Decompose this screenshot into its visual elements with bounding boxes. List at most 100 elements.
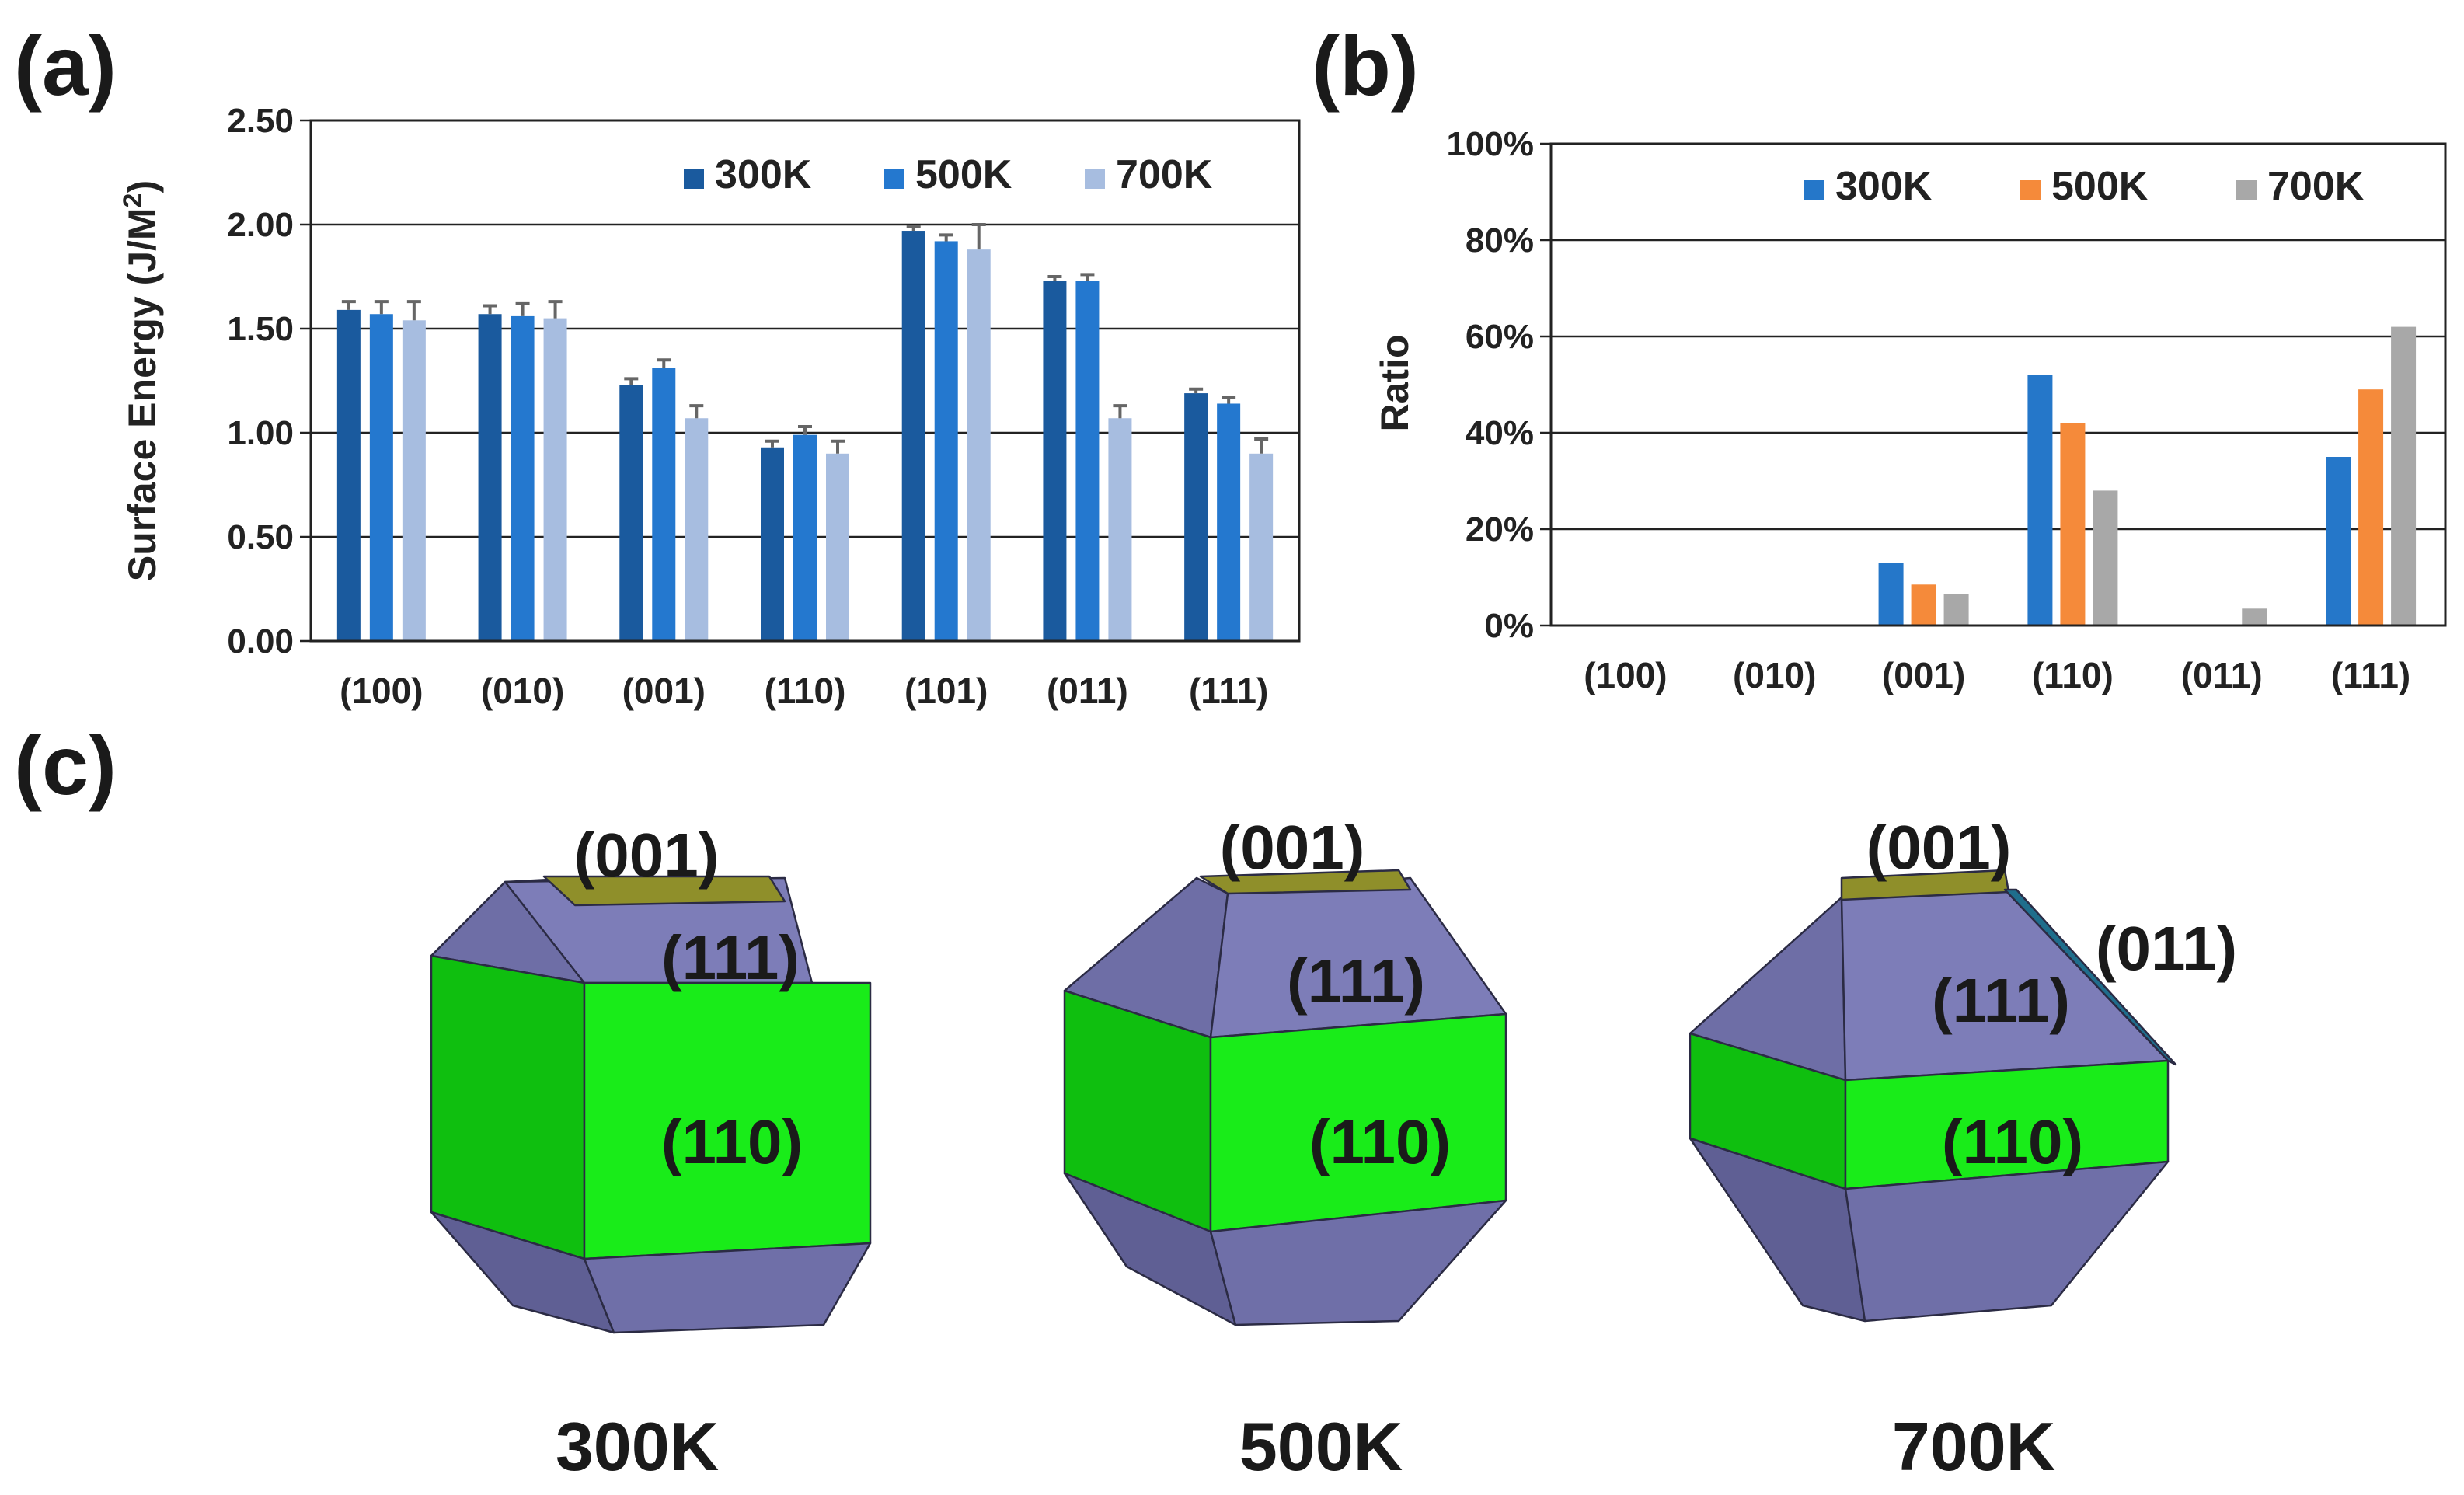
x-category-label: (111) xyxy=(1189,671,1268,711)
x-category-label: (101) xyxy=(904,671,988,711)
legend-swatch-700k xyxy=(2236,180,2257,200)
error-bar xyxy=(1113,404,1127,419)
error-bar xyxy=(374,300,389,315)
x-category-label: (010) xyxy=(481,671,564,711)
facet-label-001: (001) xyxy=(1220,813,1365,882)
x-category-label: (011) xyxy=(1047,671,1128,711)
y-tick-label: 100% xyxy=(1446,125,1534,163)
error-bar xyxy=(406,300,421,321)
error-bar xyxy=(341,300,356,310)
facet-111-front-bottom xyxy=(583,1242,872,1334)
x-axis-categories: (100) (010) (001) (110) (011) (111) xyxy=(1584,655,2410,695)
bar-series xyxy=(336,231,1274,641)
y-axis-gridlines xyxy=(1551,142,2445,627)
bar-300k-001 xyxy=(1878,563,1904,626)
bar-500k-110 xyxy=(793,434,817,641)
error-bar xyxy=(906,225,921,232)
bar-500k-111 xyxy=(1217,403,1241,641)
y-tick-label: 0% xyxy=(1484,607,1534,645)
temperature-label-300k: 300K xyxy=(556,1408,719,1485)
legend-swatch-500k xyxy=(2020,180,2041,200)
bar-300k-010 xyxy=(478,314,502,641)
x-category-label: (011) xyxy=(2181,655,2263,695)
bar-300k-100 xyxy=(336,309,361,641)
panel-label-a: (a) xyxy=(14,19,117,113)
error-bar xyxy=(939,233,953,242)
y-tick-label: 1.50 xyxy=(227,310,294,348)
error-bar xyxy=(657,358,671,368)
bar-500k-110 xyxy=(2060,423,2086,626)
y-axis-title: Surface Energy (J/M2) xyxy=(118,180,164,581)
facet-111-front-bottom xyxy=(1209,1199,1507,1326)
legend: 300K 500K 700K xyxy=(684,152,1213,197)
crystal-shape-300k: (001) (111) (110) 300K xyxy=(430,821,872,1485)
y-tick-label: 60% xyxy=(1466,318,1534,356)
error-bar xyxy=(483,304,497,315)
error-bar xyxy=(1189,387,1204,394)
bar-700k-111 xyxy=(2391,326,2417,626)
bar-700k-110 xyxy=(2093,490,2118,626)
panel-label-b: (b) xyxy=(1312,19,1419,113)
bar-700k-111 xyxy=(1249,453,1274,641)
surface-energy-chart: 0.00 0.50 1.00 1.50 2.00 2.50 (100) (010) (001)… xyxy=(118,102,1301,711)
bar-700k-101 xyxy=(967,249,991,641)
facet-110-left xyxy=(430,954,586,1260)
temperature-label-700k: 700K xyxy=(1892,1408,2055,1485)
error-bar xyxy=(1080,273,1095,281)
y-tick-label: 20% xyxy=(1466,511,1534,549)
bar-300k-101 xyxy=(901,231,925,641)
bar-300k-110 xyxy=(2027,375,2053,626)
x-category-label: (001) xyxy=(622,671,706,711)
error-bar xyxy=(689,404,704,419)
y-axis-ticks: 0.00 0.50 1.00 1.50 2.00 2.50 xyxy=(227,102,311,660)
bar-series xyxy=(1878,326,2417,626)
y-tick-label: 80% xyxy=(1466,221,1534,260)
x-category-label: (110) xyxy=(2032,655,2114,695)
legend-swatch-700k xyxy=(1085,169,1105,189)
panel-label-c: (c) xyxy=(14,718,117,812)
error-bar xyxy=(798,424,812,435)
bar-300k-111 xyxy=(2326,457,2351,626)
plot-frame xyxy=(309,119,1301,643)
legend-label-500k: 500K xyxy=(2051,164,2149,209)
bar-700k-011 xyxy=(2242,608,2267,626)
error-bar xyxy=(971,223,986,250)
legend-label-300k: 300K xyxy=(1835,164,1933,209)
y-tick-label: 1.00 xyxy=(227,414,294,452)
error-bar xyxy=(765,439,779,448)
bar-300k-111 xyxy=(1184,393,1208,641)
bar-700k-010 xyxy=(543,318,567,641)
legend: 300K 500K 700K xyxy=(1804,164,2365,209)
bar-300k-110 xyxy=(761,447,784,641)
bar-500k-100 xyxy=(369,314,393,641)
error-bars xyxy=(341,223,1269,454)
facet-001 xyxy=(542,875,786,907)
y-tick-label: 0.50 xyxy=(227,518,294,556)
error-bar xyxy=(515,301,530,316)
x-category-label: (001) xyxy=(1882,655,1965,695)
bar-700k-001 xyxy=(1943,594,1969,626)
error-bar xyxy=(1047,275,1062,281)
facet-label-001: (001) xyxy=(574,821,720,890)
error-bar xyxy=(1222,396,1236,404)
error-bar xyxy=(1254,437,1269,454)
bar-700k-001 xyxy=(685,418,709,641)
bar-300k-011 xyxy=(1043,281,1067,641)
facet-label-001: (001) xyxy=(1866,813,2012,882)
y-tick-label: 0.00 xyxy=(227,622,294,660)
bar-500k-011 xyxy=(1075,281,1100,641)
legend-swatch-300k xyxy=(1804,180,1824,200)
facet-label-111: (111) xyxy=(1932,966,2070,1035)
bar-500k-001 xyxy=(652,368,676,641)
facet-001 xyxy=(1199,869,1412,895)
legend-label-300k: 300K xyxy=(715,152,812,197)
facet-011 xyxy=(2003,888,2177,1066)
bar-700k-100 xyxy=(402,320,426,641)
error-bar xyxy=(548,300,563,319)
x-category-label: (010) xyxy=(1733,655,1816,695)
bar-500k-001 xyxy=(1911,584,1936,626)
legend-label-500k: 500K xyxy=(915,152,1012,197)
bar-500k-101 xyxy=(934,241,958,641)
facet-ratio-chart: 0%20%40%60%80%100% (100) (010) (001) (110)(… xyxy=(1373,125,2447,695)
